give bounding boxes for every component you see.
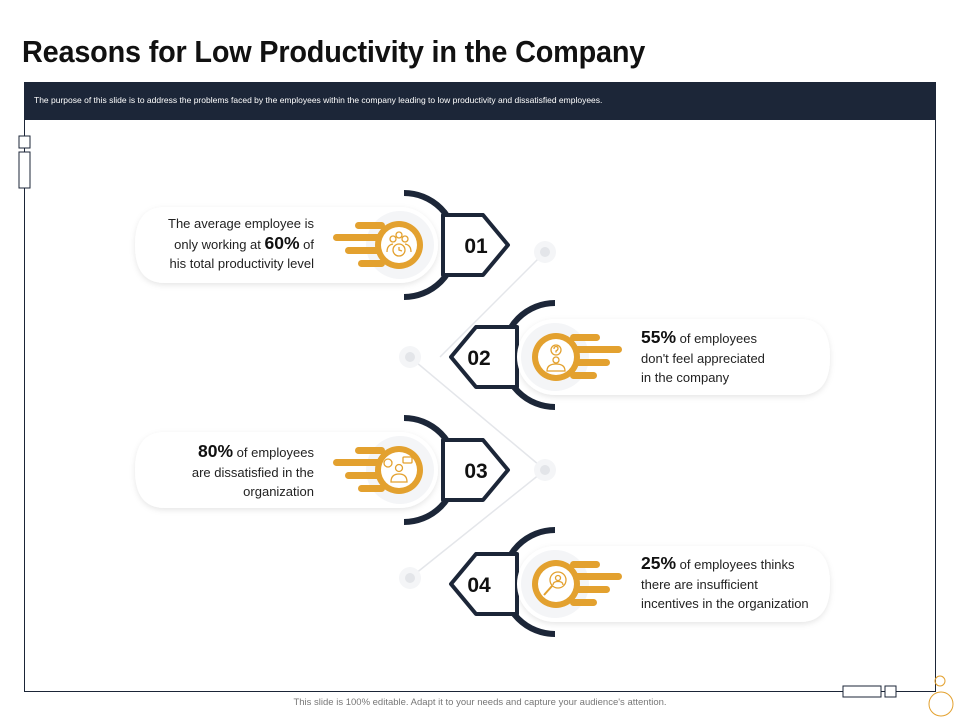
step-number: 02 xyxy=(467,347,490,370)
step-03: 03 xyxy=(135,415,510,525)
connector-dots xyxy=(399,241,556,589)
step-number: 01 xyxy=(464,235,488,258)
step-number: 04 xyxy=(467,574,491,597)
text-line: there are insufficient xyxy=(641,576,758,592)
text-line: don't feel appreciated xyxy=(641,350,765,366)
step-02: 02 xyxy=(449,300,830,410)
slide-title: Reasons for Low Productivity in the Comp… xyxy=(22,34,646,69)
description-banner: The purpose of this slide is to address … xyxy=(24,82,936,120)
text-line: in the company xyxy=(641,370,730,385)
content-frame xyxy=(24,82,936,692)
question-person-icon xyxy=(546,344,566,372)
speech-person-icon xyxy=(383,456,413,483)
footer-note: This slide is 100% editable. Adapt it to… xyxy=(293,697,667,708)
step-01-text: The average employee is only working at … xyxy=(114,214,314,274)
magnifier-person-icon xyxy=(543,571,567,596)
employee-clock-icon xyxy=(386,231,412,257)
step-01: 01 xyxy=(135,190,510,300)
banner-text: The purpose of this slide is to address … xyxy=(34,95,603,105)
text-line: 55% of employees xyxy=(641,327,757,347)
text-line: 80% of employees xyxy=(198,441,314,461)
step-04-text: 25% of employees thinks there are insuff… xyxy=(641,553,831,614)
text-line: organization xyxy=(243,484,314,499)
text-line: The average employee is xyxy=(168,216,314,231)
text-line: incentives in the organization xyxy=(641,596,809,611)
step-04: 04 xyxy=(449,527,830,637)
text-line: 25% of employees thinks xyxy=(641,553,795,573)
step-03-text: 80% of employees are dissatisfied in the… xyxy=(114,441,314,502)
text-line: only working at 60% of xyxy=(174,232,314,253)
text-line: his total productivity level xyxy=(169,256,314,271)
text-line: are dissatisfied in the xyxy=(191,464,314,480)
step-number: 03 xyxy=(464,460,487,483)
step-02-text: 55% of employees don't feel appreciated … xyxy=(641,327,831,388)
